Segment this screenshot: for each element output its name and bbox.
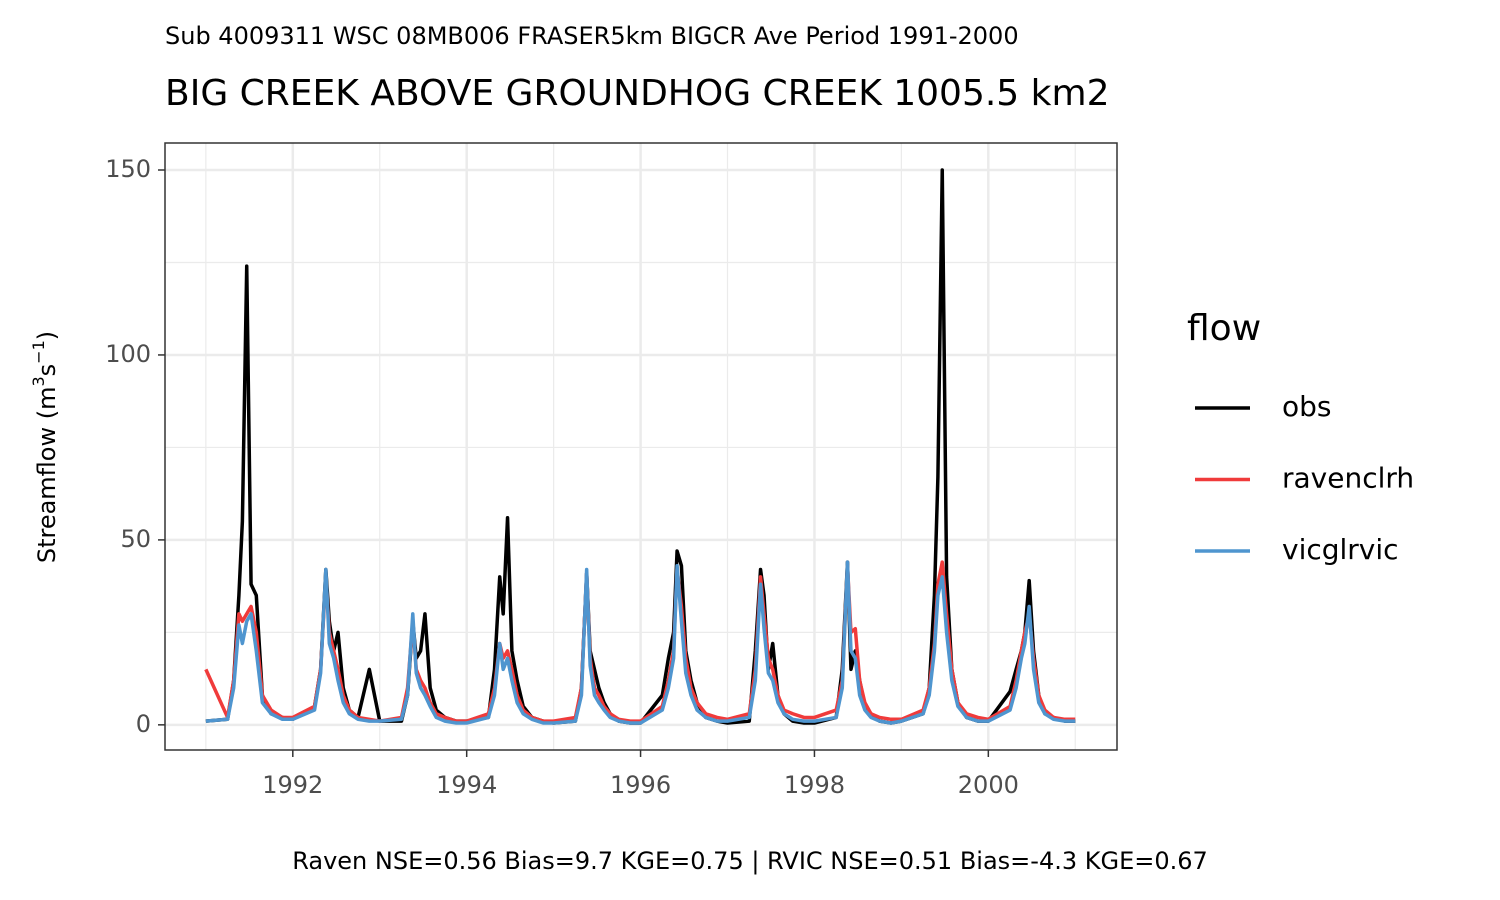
chart-subtitle: Sub 4009311 WSC 08MB006 FRASER5km BIGCR … (165, 22, 1019, 50)
legend-label: vicglrvic (1282, 533, 1399, 566)
caption: Raven NSE=0.56 Bias=9.7 KGE=0.75 | RVIC … (292, 847, 1208, 875)
y-label-sup: 3 (29, 376, 48, 386)
y-tick-label: 150 (105, 155, 151, 183)
y-label-part: Streamflow (m (33, 387, 61, 564)
legend-title: flow (1187, 308, 1261, 349)
x-tick-label: 1994 (436, 771, 497, 799)
panel-border (164, 142, 1118, 751)
y-axis-label: Streamflow (m3s−1) (29, 331, 62, 563)
y-label-sup: −1 (29, 340, 48, 364)
y-tick-label: 100 (105, 340, 151, 368)
legend-label: ravenclrh (1282, 462, 1414, 495)
x-tick-label: 1992 (262, 771, 323, 799)
y-label-part: ) (33, 331, 61, 340)
y-label-part: s (33, 364, 61, 377)
chart-title: BIG CREEK ABOVE GROUNDHOG CREEK 1005.5 k… (165, 73, 1109, 114)
x-tick-label: 1996 (610, 771, 671, 799)
y-tick-label: 50 (120, 525, 151, 553)
series-line (205, 560, 1076, 725)
x-tick-label: 1998 (784, 771, 845, 799)
legend-label: obs (1282, 390, 1332, 423)
y-tick-label: 0 (136, 710, 151, 738)
x-tick-label: 2000 (958, 771, 1019, 799)
